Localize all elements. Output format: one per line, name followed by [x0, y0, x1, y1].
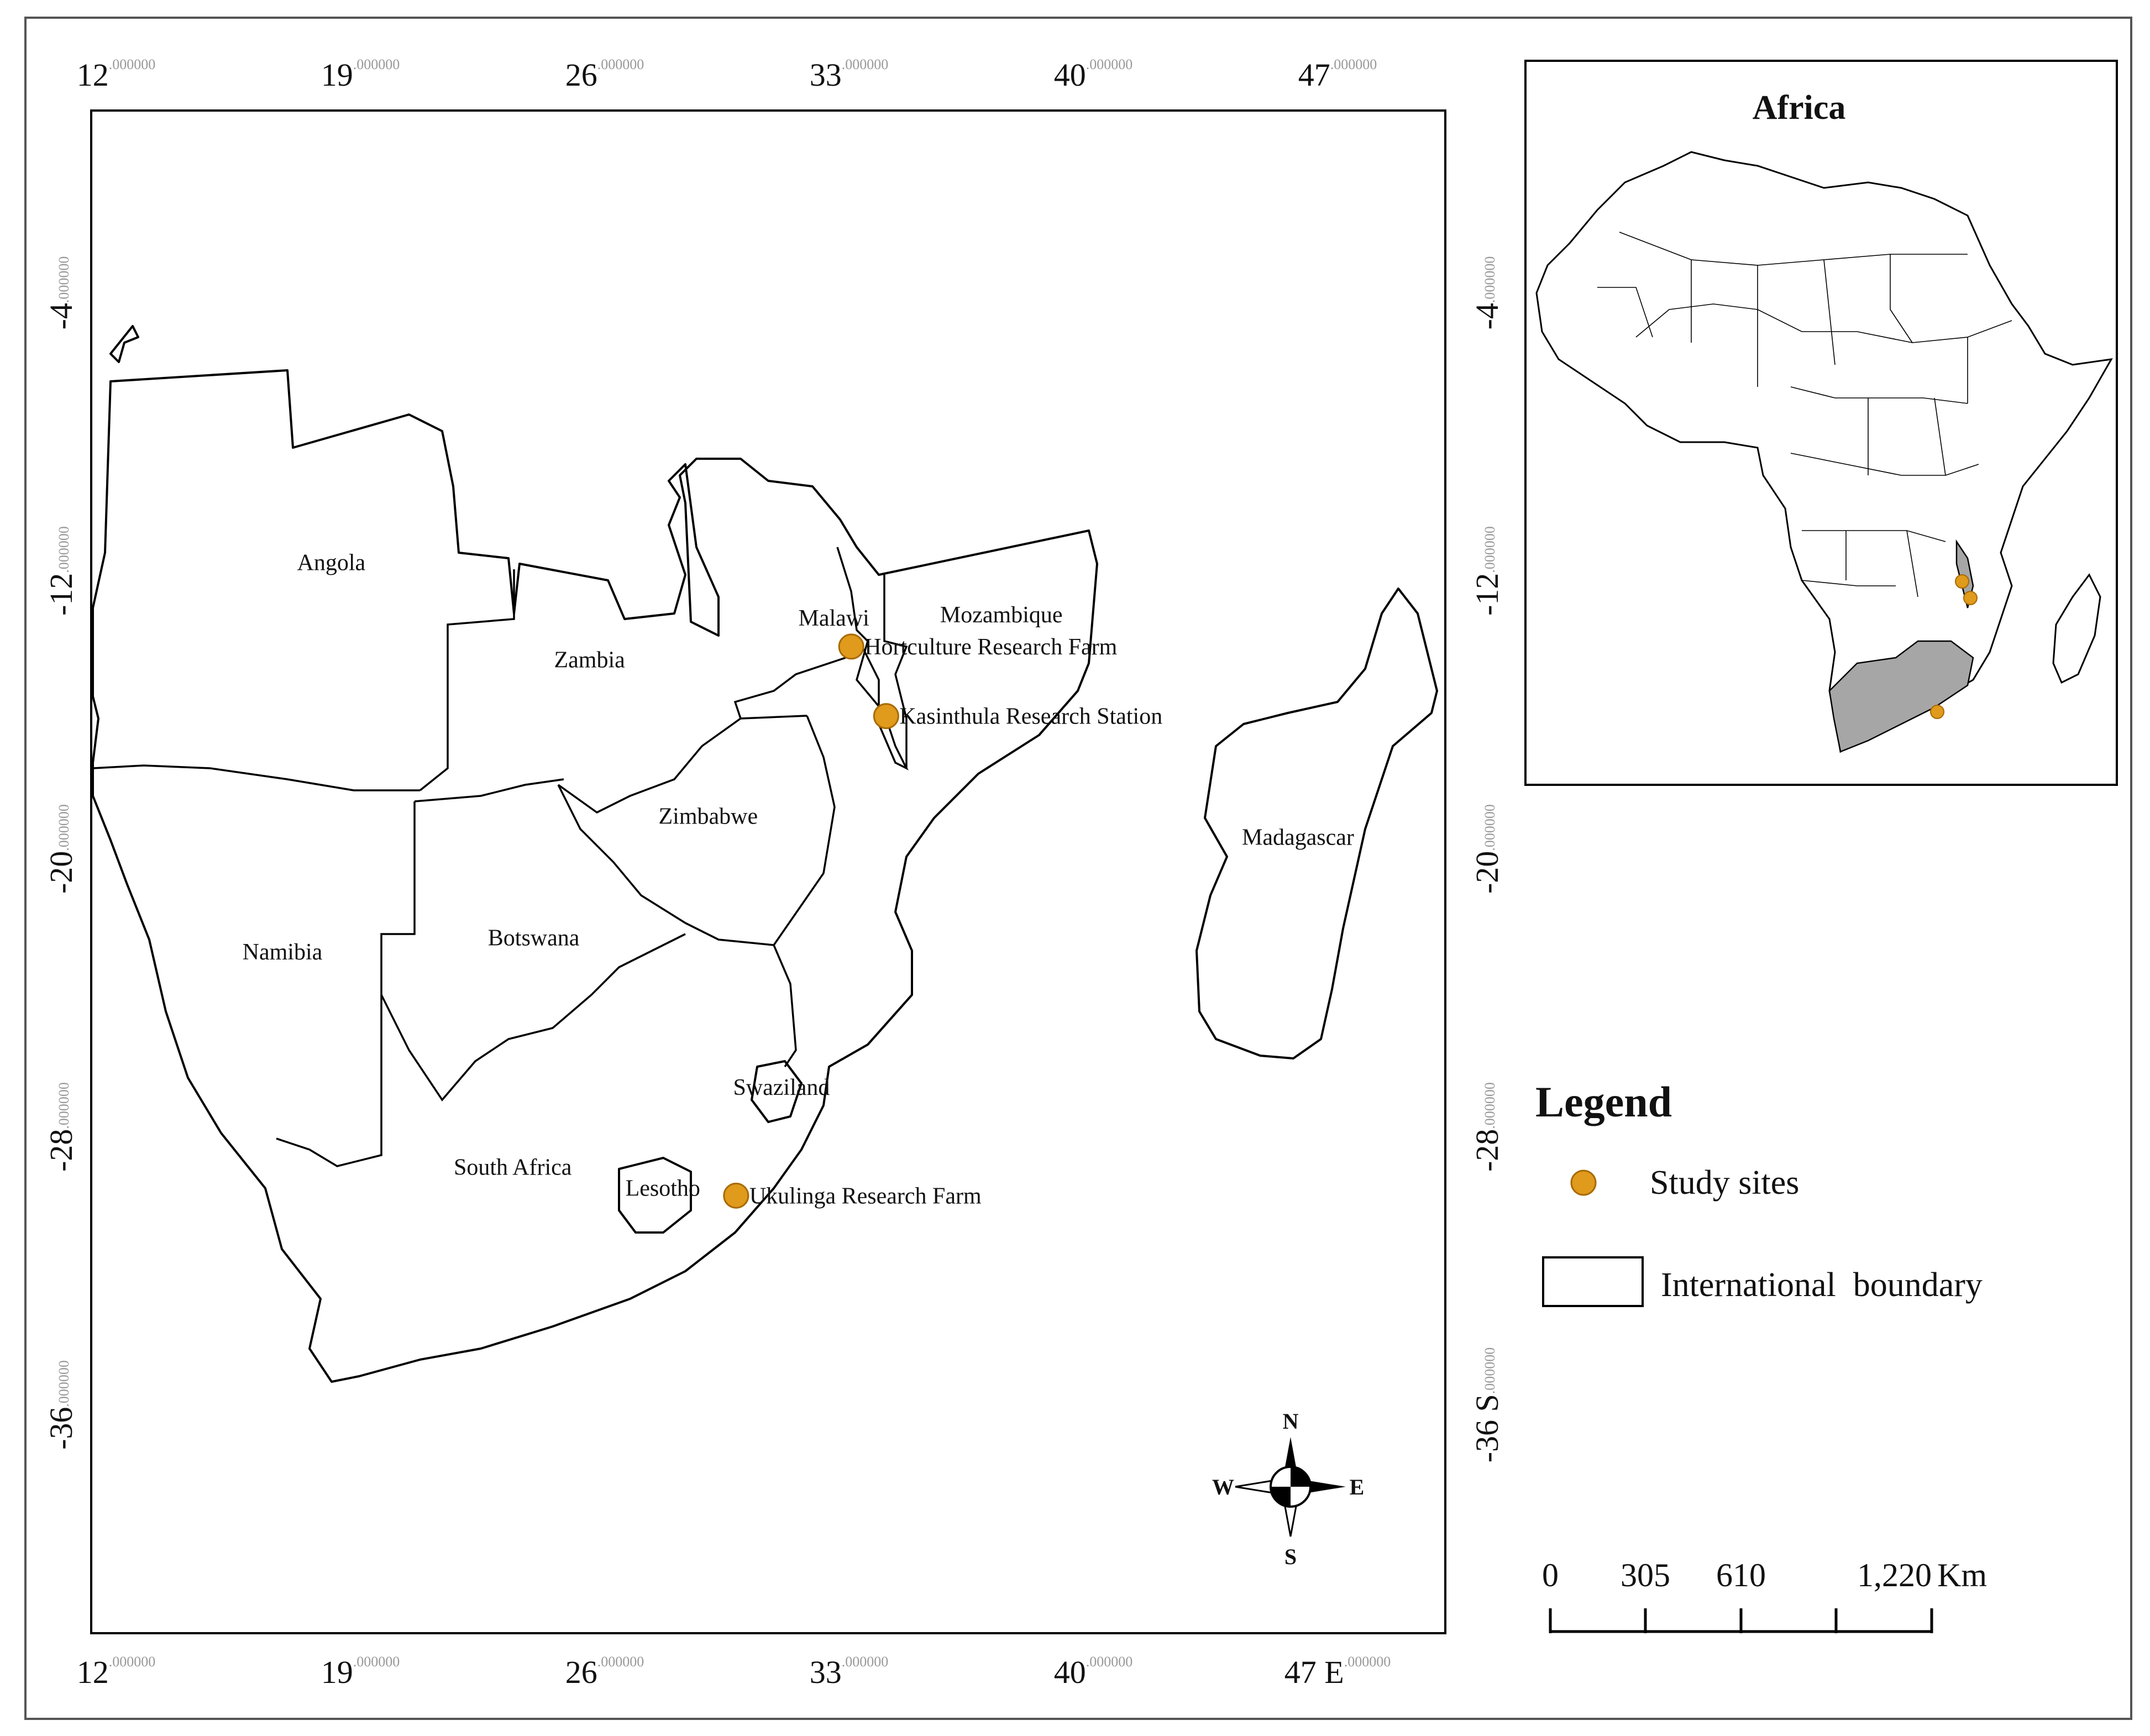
x-tick-top-33: 33.000000 — [810, 56, 889, 93]
country-label: Mozambique — [940, 602, 1063, 628]
swaziland-outline — [751, 1060, 803, 1123]
x-tick-top-47: 47.000000 — [1298, 56, 1377, 93]
x-tick-bottom-12: 12.000000 — [77, 1654, 156, 1690]
country-labels: Angola Zambia Malawi Mozambique Zimbabwe Mada… — [243, 550, 1354, 1202]
inset-site-dot — [1963, 591, 1978, 605]
study-site-label: Kasinthula Research Station — [899, 704, 1162, 730]
x-axis-top-ticks: 12.000000 19.000000 26.000000 33.000000 40.0… — [77, 56, 1377, 93]
x-tick-bottom-19: 19.000000 — [321, 1654, 400, 1690]
inset-africa-map — [1535, 151, 2113, 753]
main-map-land — [92, 325, 1438, 1383]
madagascar-outline — [1195, 588, 1438, 1060]
y-tick-left--20: -20.000000 — [43, 804, 79, 894]
country-label: Botswana — [488, 926, 580, 951]
inset-south-africa — [1828, 640, 1974, 753]
x-tick-top-19: 19.000000 — [321, 56, 400, 93]
country-label: Malawi — [798, 606, 869, 631]
inset-madagascar — [2052, 573, 2101, 684]
inset-title: Africa — [1753, 89, 1846, 127]
y-axis-right-ticks: -4.000000 -12.000000 -20.000000 -28.000000 -… — [1469, 256, 1505, 1463]
legend-site-label: Study sites — [1650, 1164, 1799, 1202]
country-label: Namibia — [243, 940, 323, 965]
mainland-outline — [92, 369, 1098, 1383]
study-site-markers: Hortculture Research Farm Kasinthula Rese… — [723, 633, 1162, 1209]
country-label: Zambia — [554, 648, 625, 673]
x-tick-top-12: 12.000000 — [77, 56, 156, 93]
legend-site-symbol — [1570, 1169, 1597, 1196]
study-site-dot — [723, 1182, 749, 1209]
y-tick-right--20: -20.000000 — [1469, 804, 1505, 894]
country-label: Zimbabwe — [659, 804, 758, 830]
compass-w: W — [1212, 1475, 1234, 1499]
legend-boundary-symbol — [1542, 1256, 1644, 1307]
y-tick-right--4: -4.000000 — [1469, 256, 1505, 330]
country-label: South Africa — [454, 1155, 572, 1181]
country-label: Lesotho — [626, 1176, 700, 1201]
y-tick-left--36: -36.000000 — [43, 1360, 79, 1450]
scale-label-610: 610 — [1716, 1557, 1766, 1593]
x-tick-bottom-40: 40.000000 — [1054, 1654, 1133, 1690]
scale-label-0: 0 — [1542, 1557, 1559, 1593]
country-label: Angola — [297, 550, 366, 576]
study-site-label: Ukulinga Research Farm — [749, 1183, 982, 1209]
lesotho-outline — [618, 1157, 692, 1234]
inset-borders — [1597, 232, 2012, 597]
y-tick-left--28: -28.000000 — [43, 1082, 79, 1172]
x-tick-top-26: 26.000000 — [565, 56, 644, 93]
inset-site-dot — [1930, 705, 1944, 719]
legend-boundary-label: International boundary — [1661, 1266, 1983, 1304]
x-tick-top-40: 40.000000 — [1054, 56, 1133, 93]
country-label: Madagascar — [1242, 825, 1354, 850]
cabinda-outline — [109, 325, 139, 363]
legend-title: Legend — [1535, 1078, 1672, 1126]
scale-unit: Km — [1937, 1557, 1987, 1593]
legend: Legend Study sites International boundar… — [1535, 1078, 1983, 1307]
study-site-dot — [838, 633, 864, 660]
y-tick-left--4: -4.000000 — [43, 256, 79, 330]
y-tick-right--28: -28.000000 — [1469, 1082, 1505, 1172]
x-axis-bottom-ticks: 12.000000 19.000000 26.000000 33.000000 40.0… — [77, 1654, 1391, 1690]
compass-n: N — [1283, 1409, 1299, 1434]
country-label: Swaziland — [733, 1075, 830, 1100]
compass-s: S — [1284, 1544, 1297, 1569]
x-tick-bottom-47: 47 E.000000 — [1284, 1654, 1391, 1690]
scale-label-1220: 1,220 — [1857, 1557, 1932, 1593]
study-site-dot — [873, 703, 899, 730]
inset-site-dot — [1955, 574, 1969, 589]
x-tick-bottom-33: 33.000000 — [810, 1654, 889, 1690]
study-site-label: Hortculture Research Farm — [864, 634, 1117, 660]
x-tick-bottom-26: 26.000000 — [565, 1654, 644, 1690]
scale-bar: 0 305 610 1,220 Km — [1542, 1557, 1987, 1633]
y-tick-right--36: -36 S.000000 — [1469, 1347, 1505, 1463]
compass-rose: N S E W — [1212, 1409, 1364, 1569]
figure-frame — [24, 17, 2132, 1720]
compass-e: E — [1350, 1475, 1365, 1499]
y-tick-left--12: -12.000000 — [43, 526, 79, 616]
main-map-frame — [90, 109, 1446, 1634]
y-axis-left-ticks: -4.000000 -12.000000 -20.000000 -28.000000 -… — [43, 256, 79, 1450]
y-tick-right--12: -12.000000 — [1469, 526, 1505, 616]
scale-label-305: 305 — [1621, 1557, 1670, 1593]
